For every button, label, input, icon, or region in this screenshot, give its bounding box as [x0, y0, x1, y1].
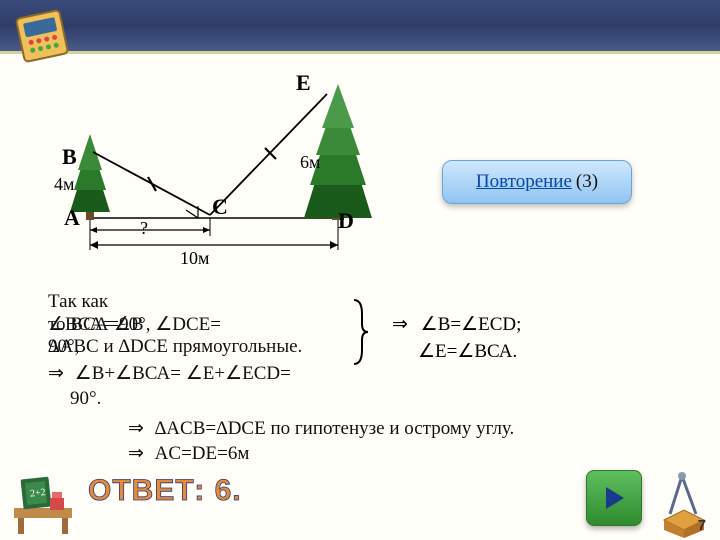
review-button[interactable]: Повторение (3)	[442, 160, 632, 204]
proof-line-2a: ∆АВС и ∆DCE прямоугольные.	[48, 336, 302, 357]
proof-line-3v: 90°.	[70, 387, 680, 412]
desk-icon: 2+2	[8, 468, 78, 538]
point-label-e: Е	[296, 70, 311, 96]
answer-text: ОТВЕТ: 6.	[88, 470, 288, 518]
implies-1: ⇒	[48, 363, 64, 384]
proof-concl-1: ∆ACB=∆DCE по гипотенузе и острому углу.	[155, 418, 515, 439]
point-label-b: В	[62, 144, 77, 170]
implies-4: ⇒	[128, 443, 144, 464]
calculator-icon	[14, 8, 76, 66]
proof-line-2b: 90°,	[48, 335, 79, 360]
bracket-icon	[350, 298, 370, 366]
proof-line-3: ∠В+∠ВСА= ∠Е+∠ЕСD=	[75, 363, 291, 384]
geometry-diagram: В А С D Е 4м 6м 10м ?	[60, 70, 380, 270]
point-label-d: D	[338, 208, 354, 234]
review-count-text: (3)	[576, 171, 598, 193]
proof-line-1b: ∠ВСА=∠В	[48, 313, 144, 338]
point-label-c: С	[212, 194, 228, 220]
result-block: ⇒ ∠В=∠ECD; ∠Е=∠ВСА.	[392, 312, 521, 365]
point-label-a: А	[64, 205, 80, 231]
result-2: ∠Е=∠ВСА.	[418, 339, 517, 366]
header-bar	[0, 0, 720, 54]
measure-ac: ?	[140, 218, 148, 239]
measure-ad: 10м	[180, 248, 209, 269]
measure-ab: 4м	[54, 174, 74, 195]
proof-concl-2: AC=DE=6м	[155, 443, 250, 464]
implies-3: ⇒	[128, 418, 144, 439]
play-icon	[600, 484, 628, 512]
implies-2: ⇒	[392, 314, 408, 335]
result-1: ∠В=∠ECD;	[421, 314, 522, 335]
review-link-text: Повторение	[476, 171, 572, 193]
page-number: 7	[698, 517, 706, 534]
svg-text:2+2: 2+2	[30, 487, 47, 500]
answer-svg-text: ОТВЕТ: 6.	[88, 474, 242, 507]
measure-de: 6м	[300, 152, 320, 173]
next-button[interactable]	[586, 470, 642, 526]
